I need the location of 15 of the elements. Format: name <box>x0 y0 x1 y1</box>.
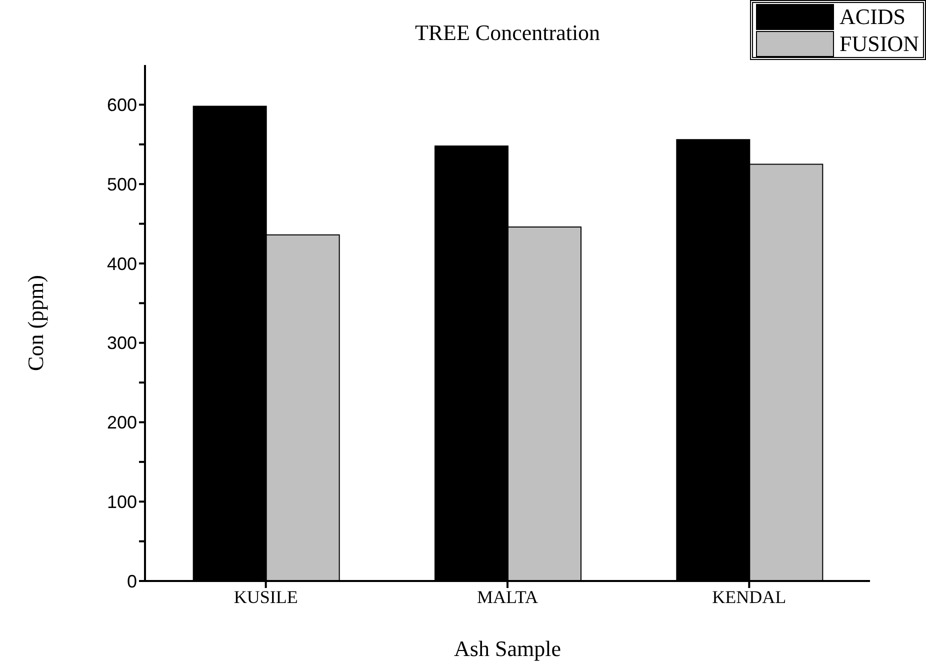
y-axis-title: Con (ppm) <box>22 275 48 371</box>
x-tick-label: KUSILE <box>234 586 298 607</box>
y-tick-label: 500 <box>106 174 137 194</box>
legend-label: FUSION <box>840 30 920 56</box>
y-tick-label: 400 <box>106 254 137 274</box>
y-tick-label: 0 <box>126 571 137 592</box>
y-tick-label: 200 <box>106 412 137 433</box>
y-tick-label: 300 <box>106 333 137 354</box>
x-axis-title: Ash Sample <box>454 636 561 661</box>
y-tick-label: 100 <box>106 492 137 512</box>
y-tick-label: 600 <box>106 95 137 116</box>
x-tick-label: MALTA <box>477 586 538 607</box>
legend-label: ACIDS <box>840 4 907 28</box>
chart-title: TREE Concentration <box>414 20 600 45</box>
x-tick-label: KENDAL <box>712 586 786 607</box>
